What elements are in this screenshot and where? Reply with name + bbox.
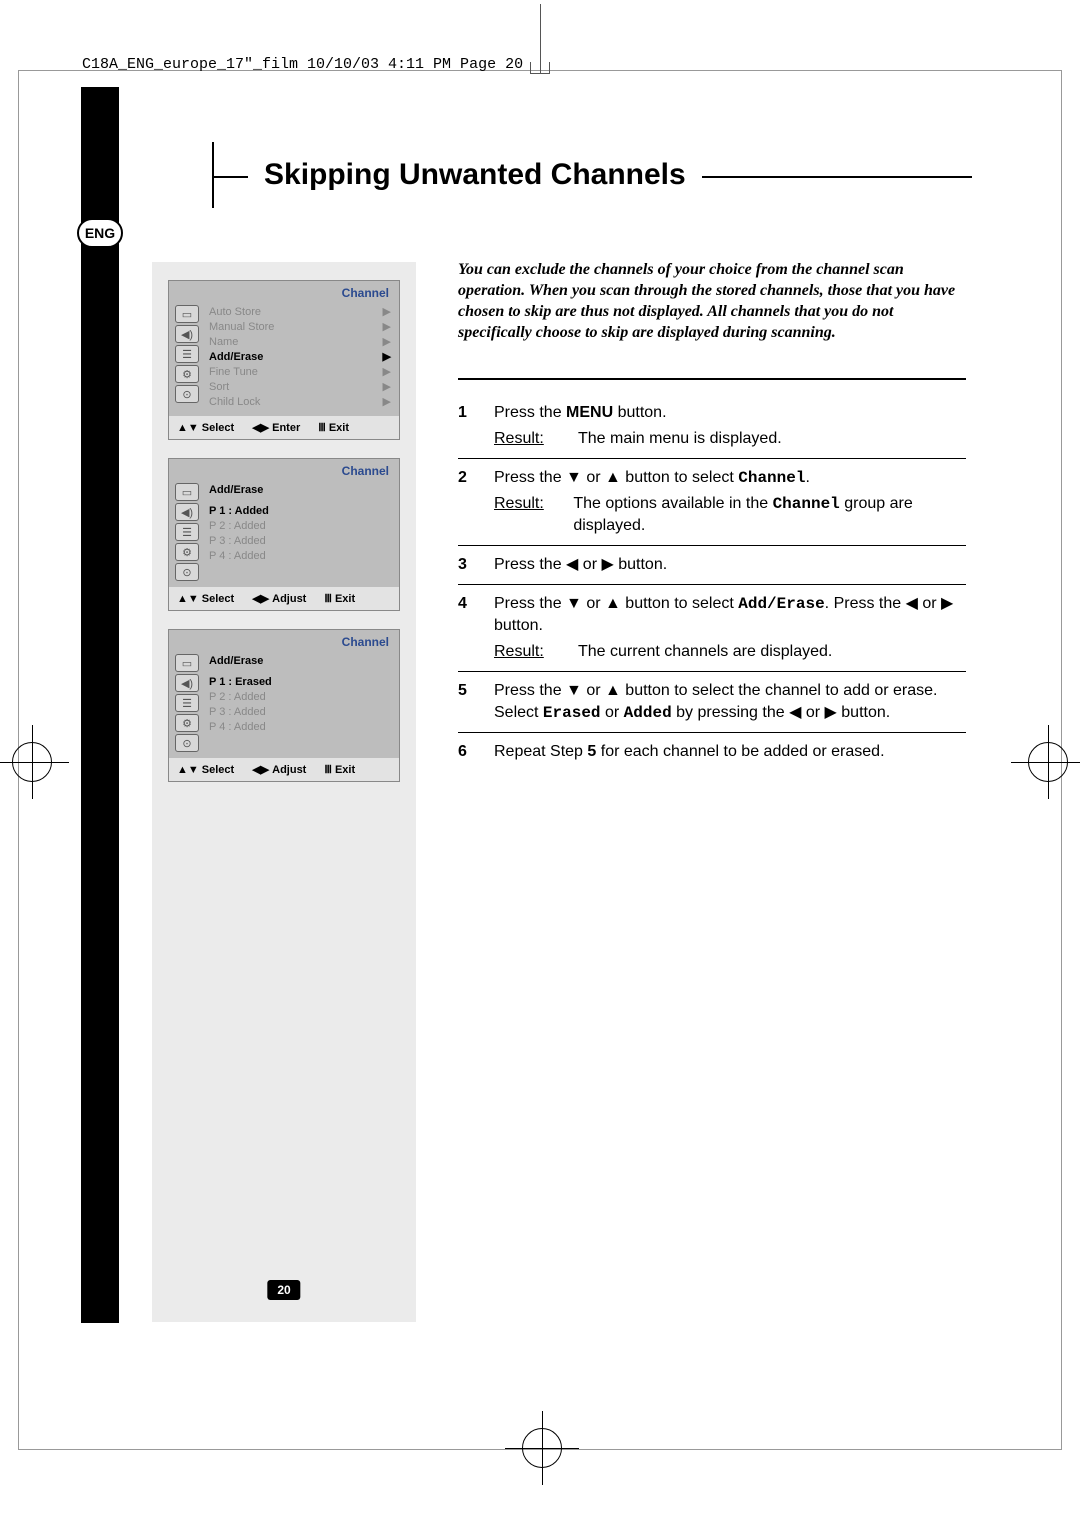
title-block: Skipping Unwanted Channels <box>212 150 972 206</box>
osd-icon-strip: ▭ ◀) ☰ ⚙ ⊙ <box>169 654 205 752</box>
step-text: Press the ◀ or ▶ button. <box>494 554 966 576</box>
steps-list: 1 Press the MENU button. Result: The mai… <box>458 394 966 771</box>
step-1: 1 Press the MENU button. Result: The mai… <box>458 394 966 459</box>
step-5: 5 Press the ▼ or ▲ button to select the … <box>458 672 966 733</box>
osd-footer: ▲▼ Select ◀▶ Enter Ⅲ Exit <box>169 416 399 439</box>
intro-rule <box>458 378 966 380</box>
footer-adjust: ◀▶ Adjust <box>252 592 306 605</box>
osd-menu-item: P 4 : Added <box>209 720 391 735</box>
osd-menu-item: P 2 : Added <box>209 690 391 705</box>
osd-subtitle: Add/Erase <box>209 483 391 498</box>
osd-menu-item: P 3 : Added <box>209 534 391 549</box>
osd-menu-list: Add/Erase P 1 : ErasedP 2 : AddedP 3 : A… <box>205 654 399 752</box>
step-number: 3 <box>458 554 494 576</box>
sound-icon: ◀) <box>175 674 199 692</box>
footer-exit: Ⅲ Exit <box>318 421 349 434</box>
osd-title: Channel <box>169 459 399 483</box>
osd-footer: ▲▼ Select ◀▶ Adjust Ⅲ Exit <box>169 758 399 781</box>
osd-menu-item: Child Lock▶ <box>209 395 391 410</box>
registration-mark-bottom <box>522 1428 562 1468</box>
step-number: 4 <box>458 593 494 663</box>
step-6: 6 Repeat Step 5 for each channel to be a… <box>458 733 966 771</box>
picture-icon: ▭ <box>175 305 199 323</box>
picture-icon: ▭ <box>175 654 199 672</box>
registration-mark-right <box>1028 742 1068 782</box>
footer-select: ▲▼ Select <box>177 592 234 605</box>
footer-select: ▲▼ Select <box>177 763 234 776</box>
osd-menu-item: Auto Store▶ <box>209 305 391 320</box>
step-number: 5 <box>458 680 494 724</box>
step-3: 3 Press the ◀ or ▶ button. <box>458 546 966 585</box>
osd-menu-item: P 4 : Added <box>209 549 391 564</box>
osd-panel-3: Channel ▭ ◀) ☰ ⚙ ⊙ Add/Erase P 1 : Erase… <box>168 629 400 782</box>
step-result: Result: The current channels are display… <box>494 641 966 663</box>
setup-icon: ⚙ <box>175 543 199 561</box>
step-2: 2 Press the ▼ or ▲ button to select Chan… <box>458 459 966 546</box>
sound-icon: ◀) <box>175 503 199 521</box>
osd-menu-item: Name▶ <box>209 335 391 350</box>
step-number: 1 <box>458 402 494 450</box>
osd-panel-2: Channel ▭ ◀) ☰ ⚙ ⊙ Add/Erase P 1 : Added… <box>168 458 400 611</box>
osd-footer: ▲▼ Select ◀▶ Adjust Ⅲ Exit <box>169 587 399 610</box>
osd-menu-item: Add/Erase▶ <box>209 350 391 365</box>
page-fold-mark <box>530 62 550 74</box>
osd-title: Channel <box>169 281 399 305</box>
footer-select: ▲▼ Select <box>177 421 234 434</box>
osd-icon-strip: ▭ ◀) ☰ ⚙ ⊙ <box>169 483 205 581</box>
step-text: Press the ▼ or ▲ button to select the ch… <box>494 680 966 724</box>
source-file-header: C18A_ENG_europe_17"_film 10/10/03 4:11 P… <box>82 56 523 73</box>
footer-adjust: ◀▶ Adjust <box>252 763 306 776</box>
page-number: 20 <box>267 1280 300 1300</box>
step-4: 4 Press the ▼ or ▲ button to select Add/… <box>458 585 966 672</box>
osd-column: Channel ▭ ◀) ☰ ⚙ ⊙ Auto Store▶Manual Sto… <box>152 262 416 1322</box>
footer-enter: ◀▶ Enter <box>252 421 300 434</box>
lock-icon: ⊙ <box>175 385 199 403</box>
step-text: Repeat Step 5 for each channel to be add… <box>494 741 966 763</box>
page-title: Skipping Unwanted Channels <box>248 158 702 192</box>
lock-icon: ⊙ <box>175 734 199 752</box>
osd-menu-item: Manual Store▶ <box>209 320 391 335</box>
setup-icon: ⚙ <box>175 714 199 732</box>
registration-mark-left <box>12 742 52 782</box>
osd-menu-item: Sort▶ <box>209 380 391 395</box>
footer-exit: Ⅲ Exit <box>324 763 355 776</box>
osd-menu-list: Add/Erase P 1 : AddedP 2 : AddedP 3 : Ad… <box>205 483 399 581</box>
side-black-bar <box>81 87 119 1323</box>
channel-icon: ☰ <box>175 694 199 712</box>
step-result: Result: The options available in the Cha… <box>494 493 966 537</box>
picture-icon: ▭ <box>175 483 199 501</box>
osd-panel-1: Channel ▭ ◀) ☰ ⚙ ⊙ Auto Store▶Manual Sto… <box>168 280 400 440</box>
osd-menu-item: P 3 : Added <box>209 705 391 720</box>
osd-menu-item: Fine Tune▶ <box>209 365 391 380</box>
setup-icon: ⚙ <box>175 365 199 383</box>
channel-icon: ☰ <box>175 523 199 541</box>
step-text: Press the ▼ or ▲ button to select Channe… <box>494 467 966 489</box>
lock-icon: ⊙ <box>175 563 199 581</box>
step-result: Result: The main menu is displayed. <box>494 428 966 450</box>
osd-subtitle: Add/Erase <box>209 654 391 669</box>
osd-icon-strip: ▭ ◀) ☰ ⚙ ⊙ <box>169 305 205 410</box>
osd-title: Channel <box>169 630 399 654</box>
sound-icon: ◀) <box>175 325 199 343</box>
step-text: Press the MENU button. <box>494 402 966 424</box>
footer-exit: Ⅲ Exit <box>324 592 355 605</box>
step-number: 2 <box>458 467 494 537</box>
osd-menu-list: Auto Store▶Manual Store▶Name▶Add/Erase▶F… <box>205 305 399 410</box>
osd-menu-item: P 1 : Erased <box>209 675 391 690</box>
channel-icon: ☰ <box>175 345 199 363</box>
step-number: 6 <box>458 741 494 763</box>
osd-menu-item: P 1 : Added <box>209 504 391 519</box>
osd-menu-item: P 2 : Added <box>209 519 391 534</box>
step-text: Press the ▼ or ▲ button to select Add/Er… <box>494 593 966 637</box>
language-badge: ENG <box>77 218 123 248</box>
intro-paragraph: You can exclude the channels of your cho… <box>458 259 966 343</box>
